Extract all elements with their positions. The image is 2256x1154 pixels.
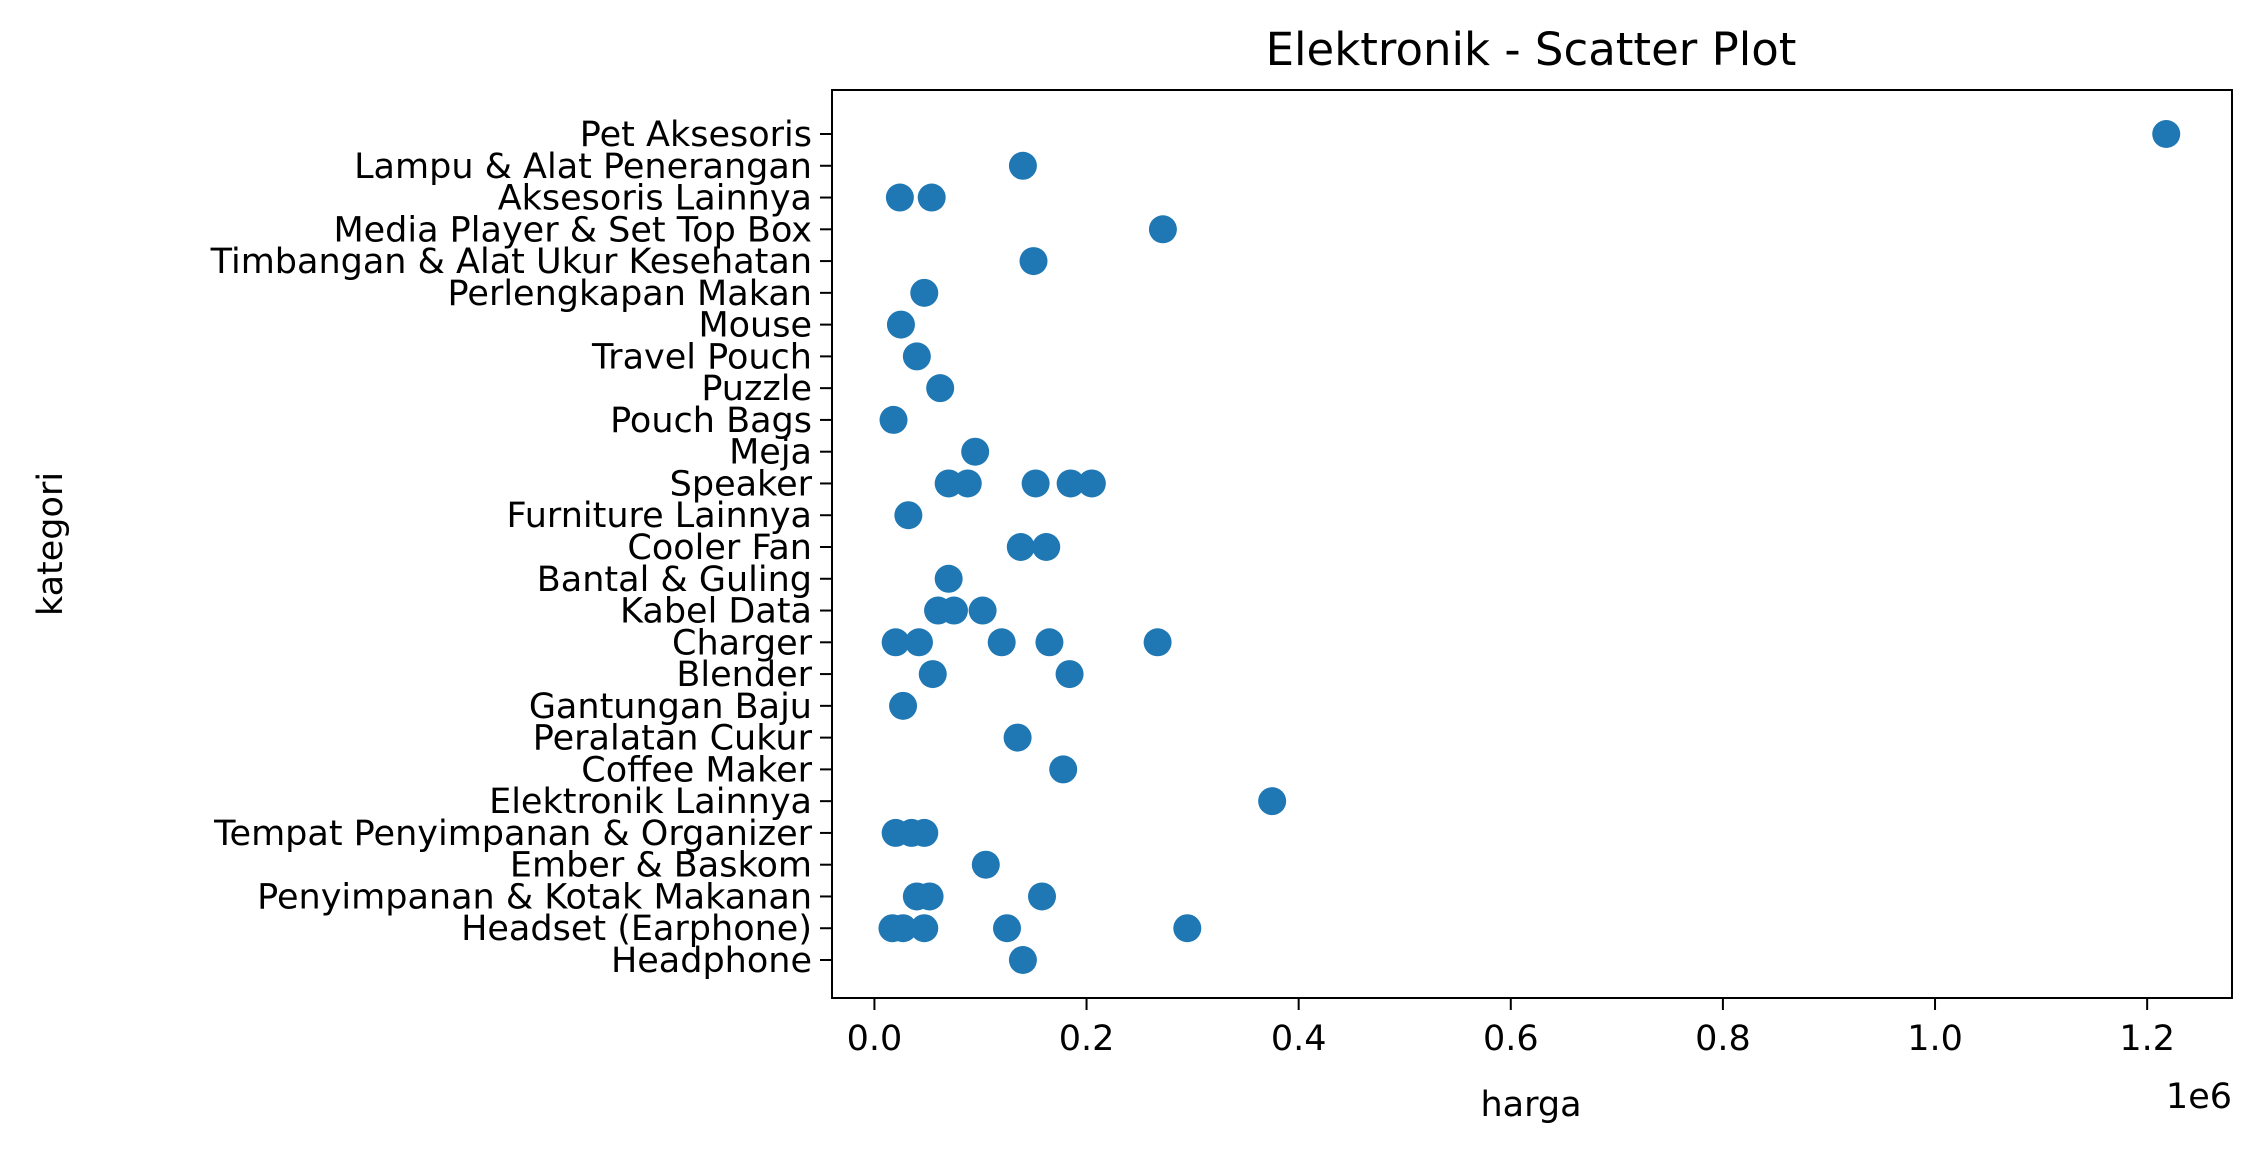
data-point — [918, 660, 947, 689]
x-axis-label: harga — [1480, 1085, 1581, 1125]
data-point — [886, 310, 915, 339]
x-axis-ticks: 0.0 0.2 0.4 0.6 0.8 1.0 1.2 — [847, 998, 2175, 1059]
data-point — [971, 850, 1000, 879]
data-point — [926, 374, 955, 403]
y-axis-label: kategori — [31, 472, 71, 616]
x-tick-label: 1.2 — [2119, 1019, 2175, 1059]
data-point — [993, 914, 1021, 943]
data-point — [902, 342, 931, 371]
y-tick-label: Lampu & Alat Penerangan — [354, 147, 812, 187]
data-point — [915, 882, 944, 911]
x-tick-label: 0.0 — [847, 1019, 903, 1059]
points-layer — [878, 120, 2181, 974]
data-point — [889, 914, 918, 943]
y-tick-label: Puzzle — [701, 369, 812, 409]
data-point — [1028, 882, 1056, 911]
y-tick-label: Furniture Lainnya — [507, 496, 812, 536]
y-tick-label: Ember & Baskom — [510, 846, 812, 886]
y-tick-label: Meja — [729, 433, 812, 473]
data-point — [879, 405, 908, 434]
data-point — [1019, 247, 1048, 276]
y-tick-label: Aksesoris Lainnya — [498, 179, 812, 219]
y-tick-label: Charger — [672, 623, 813, 663]
data-point — [1035, 628, 1064, 657]
data-point — [968, 596, 997, 625]
chart-title: Elektronik - Scatter Plot — [1266, 23, 1797, 76]
data-point — [1021, 469, 1050, 498]
data-point — [1049, 755, 1078, 784]
y-tick-label: Mouse — [698, 306, 812, 346]
y-tick-label: Pet Aksesoris — [580, 115, 812, 155]
y-tick-label: Timbangan & Alat Ukur Kesehatan — [210, 242, 812, 282]
y-tick-label: Elektronik Lainnya — [489, 782, 812, 822]
y-tick-label: Penyimpanan & Kotak Makanan — [257, 877, 812, 917]
y-tick-label: Media Player & Set Top Box — [333, 210, 812, 250]
y-tick-label: Headphone — [611, 941, 812, 981]
data-point — [894, 501, 923, 530]
data-point — [910, 914, 939, 943]
y-tick-label: Headset (Earphone) — [461, 909, 812, 949]
axes-frame — [831, 89, 2233, 999]
data-point — [910, 818, 939, 847]
data-point — [1008, 151, 1037, 180]
data-point — [881, 628, 910, 657]
y-tick-label: Cooler Fan — [627, 528, 812, 568]
x-axis-offset-label: 1e6 — [2166, 1077, 2232, 1117]
y-tick-label: Blender — [676, 655, 812, 695]
x-tick-label: 1.0 — [1907, 1019, 1963, 1059]
x-tick-label: 0.8 — [1695, 1019, 1751, 1059]
data-point — [1173, 914, 1202, 943]
data-point — [904, 628, 933, 657]
data-point — [1032, 533, 1061, 561]
y-tick-label: Speaker — [670, 464, 813, 504]
data-point — [2152, 120, 2181, 148]
data-point — [1006, 533, 1035, 561]
y-tick-label: Travel Pouch — [591, 337, 812, 377]
y-tick-label: Tempat Penyimpanan & Organizer — [213, 814, 812, 854]
x-tick-label: 0.6 — [1483, 1019, 1539, 1059]
data-point — [934, 564, 963, 593]
data-point — [953, 469, 982, 498]
y-tick-label: Kabel Data — [620, 592, 812, 632]
data-point — [1008, 946, 1037, 974]
x-tick-label: 0.4 — [1271, 1019, 1327, 1059]
y-tick-label: Pouch Bags — [610, 401, 812, 441]
x-tick-label: 0.2 — [1059, 1019, 1115, 1059]
y-tick-label: Bantal & Guling — [537, 560, 812, 600]
y-tick-label: Perlengkapan Makan — [448, 274, 812, 314]
y-tick-label: Gantungan Baju — [529, 687, 812, 727]
data-point — [987, 628, 1016, 657]
y-tick-label: Coffee Maker — [581, 750, 812, 790]
data-point — [1143, 628, 1172, 657]
data-point — [1077, 469, 1106, 498]
data-point — [1003, 723, 1032, 752]
data-point — [917, 183, 946, 212]
data-point — [939, 596, 968, 625]
y-tick-label: Peralatan Cukur — [533, 719, 813, 759]
data-point — [961, 437, 990, 466]
data-point — [910, 278, 939, 307]
data-point — [1258, 787, 1287, 816]
data-point — [1055, 660, 1084, 689]
data-point — [1056, 469, 1085, 498]
data-point — [1148, 215, 1177, 244]
data-point — [885, 183, 914, 212]
data-point — [889, 691, 918, 720]
